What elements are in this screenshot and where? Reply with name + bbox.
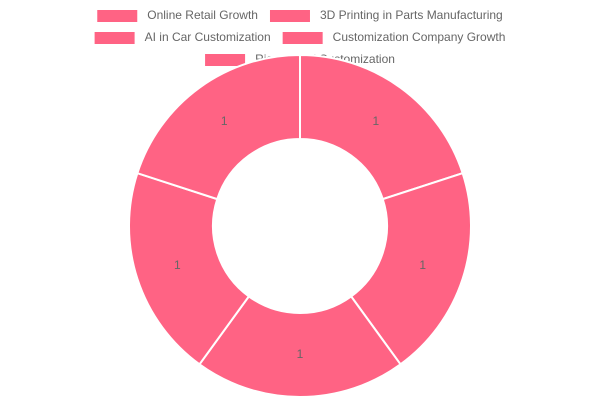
legend-item: 3D Printing in Parts Manufacturing xyxy=(269,8,503,22)
legend-swatch xyxy=(282,32,323,44)
doughnut-segment xyxy=(299,53,464,201)
legend-item: Online Retail Growth xyxy=(97,8,258,22)
data-label: 1 xyxy=(419,258,426,272)
legend-item: AI in Car Customization xyxy=(94,30,271,44)
legend-item: Customization Company Growth xyxy=(282,30,506,44)
legend-swatch xyxy=(269,10,310,22)
data-label: 1 xyxy=(297,347,304,361)
legend-swatch xyxy=(94,32,135,44)
legend-label: Customization Company Growth xyxy=(333,30,506,44)
data-label: 1 xyxy=(174,258,181,272)
doughnut-segment xyxy=(349,171,472,366)
legend-label: AI in Car Customization xyxy=(145,30,271,44)
legend-swatch xyxy=(205,54,246,66)
data-label: 1 xyxy=(221,114,228,128)
doughnut-segment xyxy=(136,53,301,201)
data-label: 1 xyxy=(372,114,379,128)
doughnut-segment xyxy=(128,171,251,366)
legend-label: Online Retail Growth xyxy=(147,8,258,22)
legend-label: 3D Printing in Parts Manufacturing xyxy=(320,8,503,22)
doughnut-segment xyxy=(198,294,402,398)
legend-swatch xyxy=(97,10,138,22)
